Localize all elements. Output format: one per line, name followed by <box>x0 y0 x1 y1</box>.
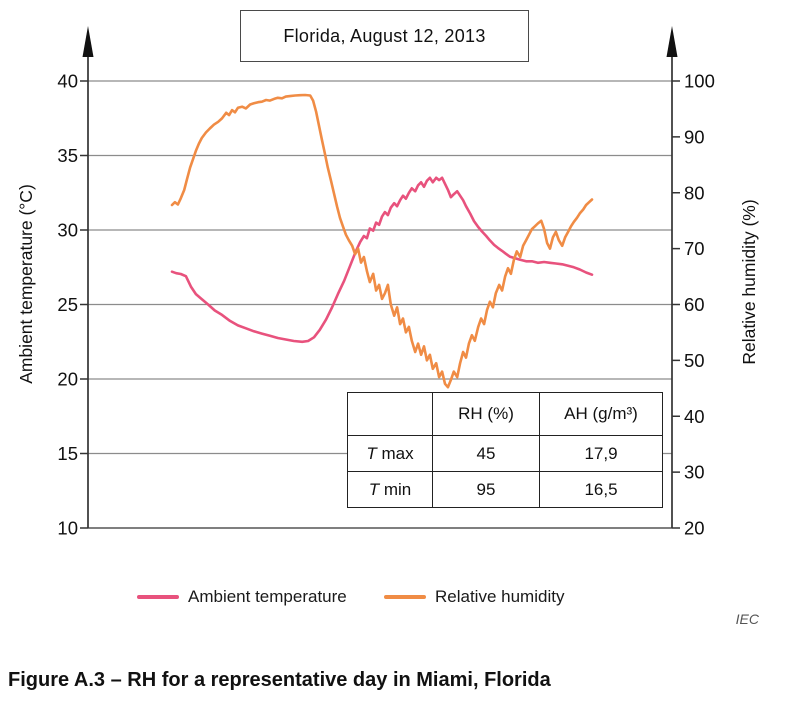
left-axis-tick-label: 25 <box>57 294 78 315</box>
table-row-tmax: T max 45 17,9 <box>347 435 663 472</box>
right-axis-arrow-icon <box>666 26 678 57</box>
chart-canvas: 40 35 30 25 20 15 10 100 90 80 70 60 50 40 30 20 <box>57 26 715 539</box>
right-axis-tick-label: 30 <box>684 462 705 483</box>
right-axis-tick-label: 20 <box>684 518 705 539</box>
table-header-ah: AH (g/m³) <box>539 392 663 436</box>
table-header-row: RH (%) AH (g/m³) <box>347 392 663 436</box>
iec-credit: IEC <box>735 611 759 627</box>
table-cell-tmin-rh: 95 <box>432 471 540 508</box>
chart-title: Florida, August 12, 2013 <box>283 25 486 46</box>
left-axis-tick-label: 40 <box>57 71 78 92</box>
tmax-word: max <box>381 443 414 463</box>
right-axis-tick-label: 90 <box>684 126 705 147</box>
right-axis-tick-label: 60 <box>684 294 705 315</box>
left-axis-tick-label: 15 <box>57 443 78 464</box>
left-axis-tick-label: 10 <box>57 518 78 539</box>
chart-title-box: Florida, August 12, 2013 <box>240 10 529 62</box>
table-cell-tmax-rh: 45 <box>432 435 540 472</box>
right-axis-tick-label: 40 <box>684 406 705 427</box>
left-axis-tick-label: 30 <box>57 220 78 241</box>
tmin-symbol: T <box>368 479 380 499</box>
right-axis-title: Relative humidity (%) <box>739 199 759 365</box>
right-axis-tick-label: 70 <box>684 238 705 259</box>
table-row-tmin: T min 95 16,5 <box>347 471 663 508</box>
legend-label-temperature: Ambient temperature <box>188 587 347 606</box>
right-axis-tick-label: 50 <box>684 350 705 371</box>
table-cell-tmin-ah: 16,5 <box>539 471 663 508</box>
table-cell-tmax-ah: 17,9 <box>539 435 663 472</box>
table-cell-tmin-label: T min <box>347 471 433 508</box>
legend-item-humidity: Relative humidity <box>384 587 565 606</box>
table-header-rh: RH (%) <box>432 392 540 436</box>
legend-item-temperature: Ambient temperature <box>137 587 347 606</box>
right-axis-tick-label: 100 <box>684 71 715 92</box>
figure-caption: Figure A.3 – RH for a representative day… <box>8 669 551 691</box>
table-cell-tmax-label: T max <box>347 435 433 472</box>
legend-swatch-humidity <box>384 594 426 600</box>
humidity-inset-table: RH (%) AH (g/m³) T max 45 17,9 T min 95 … <box>347 392 663 508</box>
series-relative-humidity <box>170 93 594 389</box>
series-ambient-temperature <box>170 176 594 344</box>
left-axis-title: Ambient temperature (°C) <box>16 184 36 384</box>
left-axis-tick-label: 20 <box>57 369 78 390</box>
tmax-symbol: T <box>366 443 377 463</box>
tmin-word: min <box>383 479 412 499</box>
right-axis-tick-label: 80 <box>684 182 705 203</box>
left-axis-arrow-icon <box>82 26 94 57</box>
legend-swatch-temperature <box>137 594 179 600</box>
legend-label-humidity: Relative humidity <box>435 587 565 606</box>
left-axis-tick-label: 35 <box>57 145 78 166</box>
table-header-empty <box>347 392 433 436</box>
